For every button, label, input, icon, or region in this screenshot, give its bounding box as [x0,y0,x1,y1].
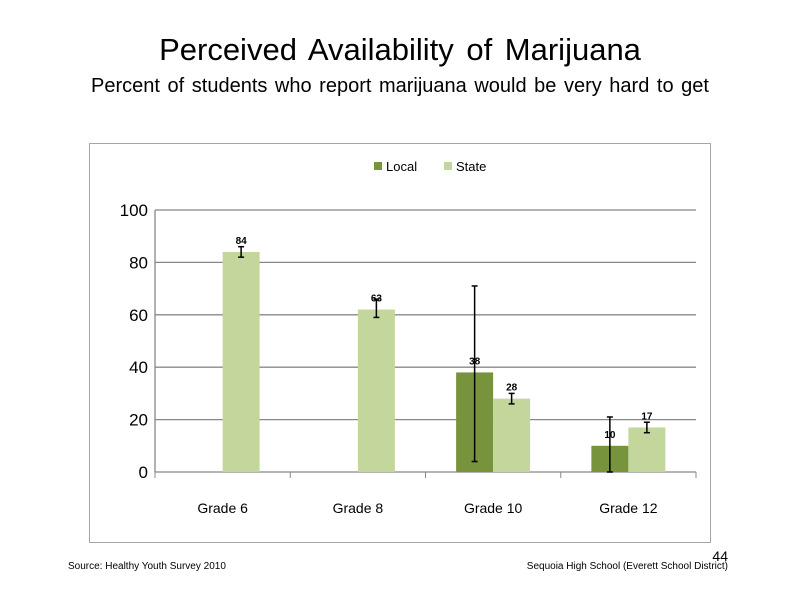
bar-state-grade-10 [493,398,531,472]
y-tick-label: 40 [129,358,148,377]
y-tick-label: 20 [129,411,148,430]
y-tick-label: 60 [129,306,148,325]
slide-title: Perceived Availability of Marijuana [159,32,641,67]
y-tick-label: 0 [139,463,148,482]
bar-state-grade-6 [222,251,260,472]
bar-state-grade-8 [357,309,395,472]
x-tick-label: Grade 10 [464,500,523,516]
data-label: 10 [604,430,616,441]
x-tick-label: Grade 8 [333,500,384,516]
y-tick-label: 80 [129,253,148,272]
bars [222,251,666,472]
data-labels: 38 10 84 63 28 17 [236,236,653,441]
x-tick-label: Grade 12 [599,500,658,516]
data-label: 28 [506,383,518,394]
error-bars [238,245,650,473]
legend-label-local: Local [386,159,417,174]
legend: Local State [374,159,486,174]
source-note: Source: Healthy Youth Survey 2010 [68,561,226,572]
y-axis-ticks: 0 20 40 60 80 100 [120,201,148,482]
data-label: 63 [371,294,383,305]
slide-number: 44 [712,548,728,564]
data-label: 17 [641,411,653,422]
legend-label-state: State [456,159,486,174]
chart-frame [89,143,711,543]
x-tick-label: Grade 6 [197,500,248,516]
legend-swatch-state [444,162,452,170]
x-axis-ticks: Grade 6 Grade 8 Grade 10 Grade 12 [154,472,697,516]
legend-swatch-local [374,162,382,170]
school-note: Sequoia High School (Everett School Dist… [526,561,728,572]
bar-state-grade-12 [628,427,666,472]
slide-subtitle: Percent of students who report marijuana… [91,75,709,97]
data-label: 84 [236,236,248,247]
data-label: 38 [469,356,481,367]
y-tick-label: 100 [120,201,148,220]
